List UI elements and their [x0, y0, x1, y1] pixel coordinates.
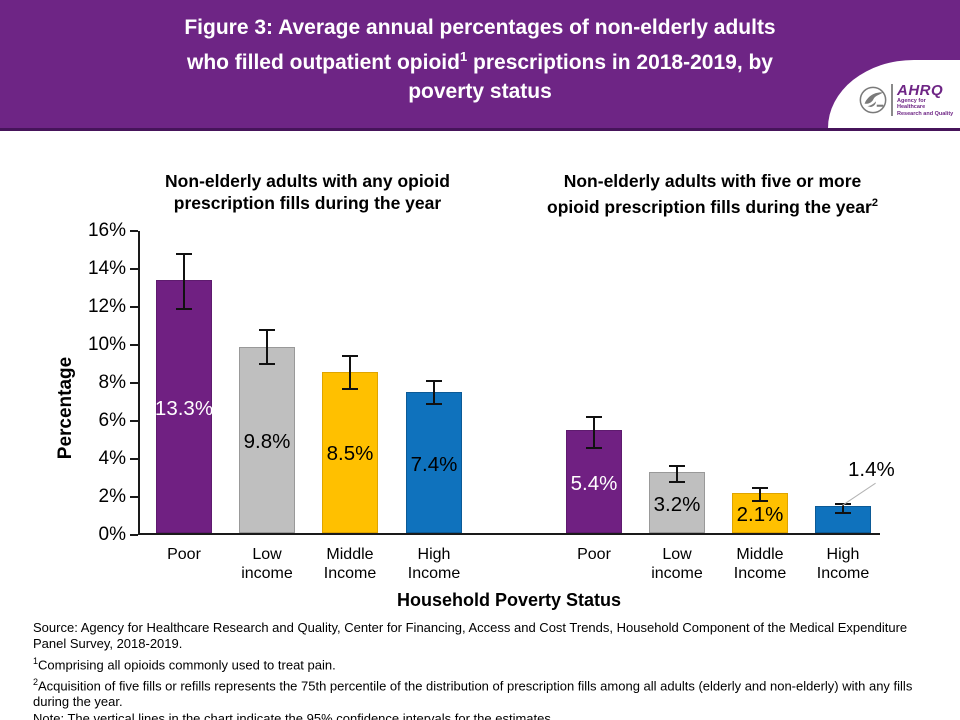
y-axis-tick-label: 2% — [98, 486, 126, 507]
error-bar-cap-bottom — [752, 499, 768, 502]
value-label: 3.2% — [653, 492, 701, 516]
panel-title-five-or-more-fills: Non-elderly adults with five or more opi… — [547, 171, 878, 217]
header-banner: Figure 3: Average annual percentages of … — [0, 0, 960, 131]
y-axis-tick — [130, 458, 138, 460]
x-category-label: Low income — [651, 546, 703, 582]
footnote-1: 1Comprising all opioids commonly used to… — [33, 655, 336, 673]
y-axis-tick-label: 8% — [98, 372, 126, 393]
bar-high-income — [406, 392, 462, 533]
y-axis-tick-label: 12% — [87, 296, 126, 317]
error-bar-cap-top — [752, 486, 768, 489]
leader-line — [842, 483, 876, 507]
error-bar — [266, 329, 268, 364]
y-axis-tick — [130, 496, 138, 498]
x-category-label: Poor — [167, 546, 201, 563]
hhs-eagle-icon — [859, 86, 887, 114]
x-axis-title: Household Poverty Status — [396, 590, 622, 610]
error-bar-cap-bottom — [259, 363, 275, 365]
y-axis-tick-label: 16% — [87, 220, 126, 241]
y-axis-tick — [130, 534, 138, 536]
x-category-label: Low income — [241, 546, 293, 582]
y-axis-tick — [130, 382, 138, 384]
y-axis-tick-label: 4% — [98, 448, 126, 469]
y-axis-tick-label: 10% — [87, 334, 126, 355]
error-bar — [842, 503, 844, 514]
error-bar — [593, 417, 595, 448]
x-category-label: High Income — [407, 546, 461, 582]
panel-title-any-fills: Non-elderly adults with any opioid presc… — [165, 171, 450, 213]
error-bar-cap-bottom — [835, 512, 851, 515]
source-note: Source: Agency for Healthcare Research a… — [33, 620, 908, 652]
error-bar-cap-bottom — [176, 307, 192, 310]
error-bar-cap-top — [835, 502, 851, 505]
figure-title: Figure 3: Average annual percentages of … — [0, 13, 960, 106]
error-bar-cap-top — [586, 416, 602, 419]
bar-poor — [156, 280, 212, 533]
y-axis-tick-label: 14% — [87, 258, 126, 279]
y-axis-tick — [130, 420, 138, 422]
y-axis-tick-label: 6% — [98, 410, 126, 431]
value-label: 9.8% — [243, 429, 291, 453]
x-category-label: Middle Income — [323, 546, 377, 582]
y-axis-tick — [130, 268, 138, 270]
logo-acronym: AHRQ — [897, 81, 944, 99]
figure-title-line1: Figure 3: Average annual percentages of … — [184, 16, 776, 39]
figure-title-line2: who filled outpatient opioid1 prescripti… — [186, 49, 773, 74]
error-bar-cap-top — [176, 252, 192, 255]
y-axis-tick-label: 0% — [98, 524, 126, 545]
error-bar-cap-bottom — [586, 446, 602, 449]
footnotes: Source: Agency for Healthcare Research a… — [33, 620, 938, 720]
logo-divider — [891, 84, 893, 116]
x-category-label: High Income — [816, 546, 870, 582]
error-bar-cap-top — [669, 464, 685, 467]
error-bar — [676, 465, 678, 482]
error-bar — [759, 487, 761, 501]
error-bar-cap-bottom — [669, 480, 685, 483]
y-axis-tick — [130, 344, 138, 346]
error-bar — [183, 253, 185, 309]
error-bar-cap-bottom — [426, 402, 442, 405]
x-category-label: Middle Income — [733, 546, 787, 582]
footnote-2: 2Acquisition of five fills or refills re… — [33, 676, 913, 710]
error-bar-cap-top — [342, 355, 358, 358]
value-label: 1.4% — [848, 458, 895, 482]
footnote-marker-2: 2 — [871, 197, 878, 209]
plot-area: 13.3% Poor 9.8% Low income 8.5% Middle Income… — [138, 231, 895, 582]
y-axis-tick — [130, 306, 138, 308]
error-bar — [433, 381, 435, 404]
bar-low-income — [239, 346, 295, 533]
logo-tagline-line1: Agency for Healthcare — [897, 97, 926, 111]
y-axis-tick — [130, 230, 138, 232]
figure-title-line3: poverty status — [408, 80, 552, 103]
ci-note: Note: The vertical lines in the chart in… — [33, 710, 555, 720]
footnote-marker-1: 1 — [459, 49, 468, 64]
value-label: 2.1% — [736, 503, 784, 527]
x-category-label: Poor — [577, 546, 611, 563]
bar-middle-income — [322, 371, 378, 533]
value-label: 7.4% — [410, 452, 458, 476]
logo-tagline-line2: Research and Quality — [897, 110, 954, 117]
value-label: 13.3% — [154, 396, 214, 420]
value-label: 8.5% — [326, 442, 374, 466]
logo-text: AHRQ Agency for Healthcare Research and … — [897, 83, 954, 118]
bar-low-income — [649, 472, 705, 533]
error-bar-cap-bottom — [342, 387, 358, 390]
error-bar — [349, 356, 351, 389]
error-bar-cap-top — [259, 328, 275, 331]
error-bar-cap-top — [426, 380, 442, 383]
value-label: 5.4% — [570, 471, 618, 495]
